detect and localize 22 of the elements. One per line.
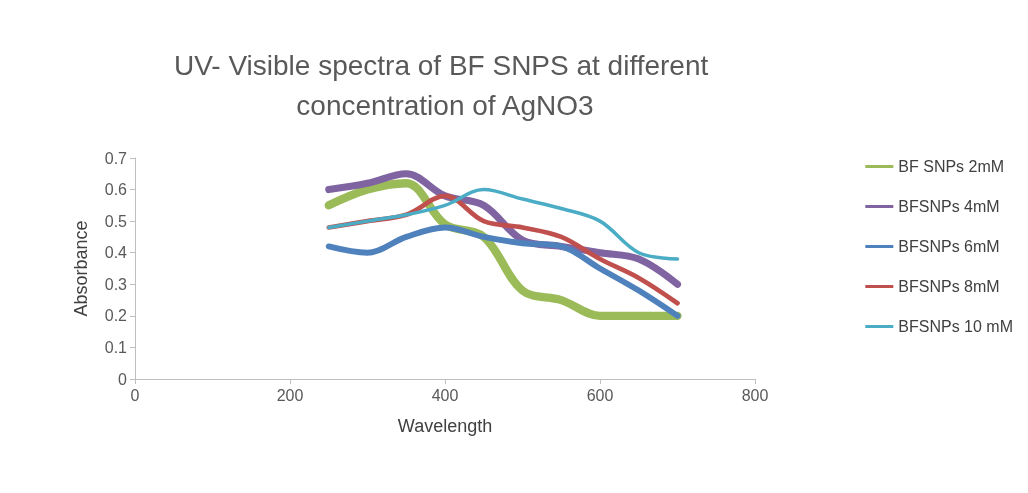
x-tick-label: 400 — [431, 386, 459, 404]
y-tick-label: 0.4 — [104, 244, 128, 262]
y-tick-label: 0.6 — [104, 181, 128, 199]
x-tick-label: 200 — [276, 386, 304, 404]
x-axis-title: Wavelength — [397, 416, 493, 436]
legend-label: BFSNPs 10 mM — [898, 318, 1013, 335]
y-tick-label: 0.2 — [104, 307, 128, 325]
y-tick-label: 0.1 — [104, 338, 128, 356]
y-tick-label: 0.3 — [104, 275, 128, 293]
legend-label: BFSNPs 6mM — [898, 238, 1000, 255]
y-tick-label: 0.7 — [104, 149, 128, 167]
y-tick-label: 0.5 — [104, 212, 128, 230]
line-series — [327, 187, 680, 261]
legend-label: BFSNPs 4mM — [898, 198, 1000, 215]
legend-label: BF SNPs 2mM — [898, 158, 1005, 175]
y-tick-label: 0 — [118, 370, 128, 388]
legend-label: BFSNPs 8mM — [898, 278, 1000, 295]
x-tick-label: 800 — [741, 386, 769, 404]
chart-title: UV- Visible spectra of BF SNPS at different concentration of AgNO3 — [173, 49, 717, 121]
y-axis-title: Absorbance — [71, 220, 91, 317]
x-tick-label: 600 — [586, 386, 614, 404]
x-tick-label: 0 — [130, 386, 140, 404]
